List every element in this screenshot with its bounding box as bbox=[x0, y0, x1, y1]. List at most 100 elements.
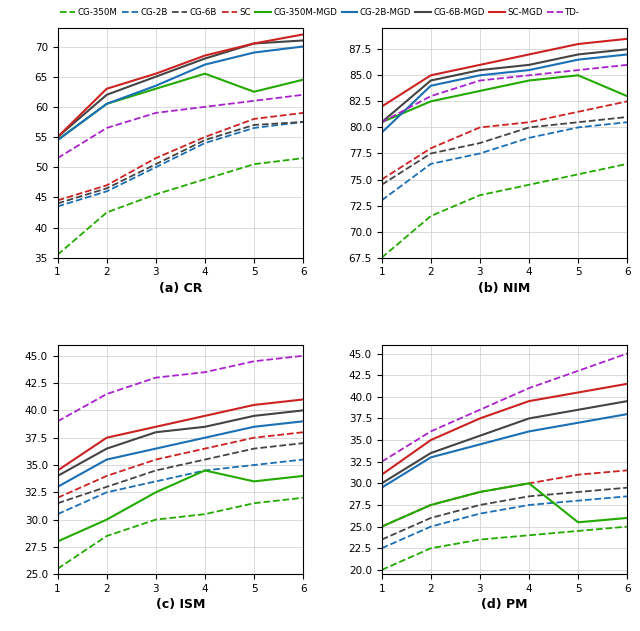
CG-2B-MGD bbox=[201, 61, 209, 68]
SC bbox=[476, 124, 484, 131]
CG-2B bbox=[525, 501, 533, 509]
CG-350M bbox=[525, 531, 533, 539]
SC-MGD bbox=[250, 40, 258, 47]
CG-350M-MGD bbox=[476, 488, 484, 496]
SC bbox=[250, 434, 258, 442]
SC bbox=[201, 445, 209, 452]
CG-2B-MGD bbox=[300, 43, 307, 50]
CG-350M bbox=[300, 155, 307, 162]
CG-2B bbox=[54, 203, 61, 210]
CG-2B bbox=[300, 456, 307, 463]
SC-MGD bbox=[378, 103, 385, 110]
TD- bbox=[623, 61, 631, 69]
CG-350M-MGD bbox=[201, 467, 209, 475]
SC-MGD bbox=[427, 71, 435, 79]
SC bbox=[574, 471, 582, 478]
CG-350M-MGD bbox=[525, 480, 533, 487]
TD- bbox=[300, 91, 307, 98]
Line: CG-2B-MGD: CG-2B-MGD bbox=[58, 422, 303, 487]
CG-6B-MGD bbox=[152, 428, 159, 436]
CG-2B-MGD bbox=[250, 423, 258, 430]
SC-MGD bbox=[300, 396, 307, 403]
TD- bbox=[378, 458, 385, 466]
CG-6B-MGD bbox=[201, 55, 209, 62]
CG-350M bbox=[623, 160, 631, 168]
CG-350M-MGD bbox=[103, 100, 111, 108]
SC bbox=[250, 115, 258, 122]
SC bbox=[152, 456, 159, 463]
CG-350M-MGD bbox=[152, 85, 159, 93]
SC-MGD bbox=[378, 471, 385, 478]
Line: CG-2B-MGD: CG-2B-MGD bbox=[58, 47, 303, 140]
SC-MGD bbox=[574, 389, 582, 396]
X-axis label: (b) NIM: (b) NIM bbox=[478, 281, 531, 295]
CG-350M bbox=[201, 175, 209, 183]
CG-6B-MGD bbox=[300, 37, 307, 44]
CG-6B-MGD bbox=[54, 472, 61, 480]
Line: SC: SC bbox=[381, 470, 627, 527]
Line: CG-6B-MGD: CG-6B-MGD bbox=[58, 40, 303, 137]
CG-2B bbox=[525, 134, 533, 141]
TD- bbox=[152, 374, 159, 381]
CG-6B bbox=[300, 118, 307, 126]
SC bbox=[300, 109, 307, 117]
CG-6B-MGD bbox=[54, 133, 61, 141]
SC bbox=[525, 480, 533, 487]
TD- bbox=[250, 97, 258, 105]
CG-2B-MGD bbox=[201, 434, 209, 442]
Line: CG-350M-MGD: CG-350M-MGD bbox=[58, 471, 303, 541]
TD- bbox=[201, 369, 209, 376]
SC-MGD bbox=[623, 380, 631, 387]
SC bbox=[427, 144, 435, 152]
Line: CG-6B: CG-6B bbox=[58, 122, 303, 203]
CG-350M bbox=[574, 527, 582, 534]
CG-6B-MGD bbox=[427, 449, 435, 457]
Line: CG-350M: CG-350M bbox=[381, 164, 627, 257]
CG-2B-MGD bbox=[427, 454, 435, 461]
CG-6B bbox=[525, 124, 533, 131]
SC bbox=[623, 98, 631, 105]
SC-MGD bbox=[476, 415, 484, 422]
SC-MGD bbox=[574, 40, 582, 48]
TD- bbox=[54, 418, 61, 425]
Line: CG-6B: CG-6B bbox=[381, 117, 627, 185]
Line: CG-350M: CG-350M bbox=[381, 527, 627, 570]
Legend: CG-350M, CG-2B, CG-6B, SC, CG-350M-MGD, CG-2B-MGD, CG-6B-MGD, SC-MGD, TD-: CG-350M, CG-2B, CG-6B, SC, CG-350M-MGD, … bbox=[56, 4, 584, 20]
CG-2B bbox=[623, 119, 631, 126]
CG-6B-MGD bbox=[250, 40, 258, 47]
CG-2B bbox=[300, 118, 307, 126]
CG-350M-MGD bbox=[152, 488, 159, 496]
CG-2B-MGD bbox=[623, 50, 631, 58]
X-axis label: (a) CR: (a) CR bbox=[159, 281, 202, 295]
CG-2B-MGD bbox=[476, 71, 484, 79]
CG-6B-MGD bbox=[476, 66, 484, 74]
Line: TD-: TD- bbox=[58, 95, 303, 158]
CG-350M bbox=[201, 510, 209, 518]
CG-350M-MGD bbox=[574, 519, 582, 526]
CG-350M bbox=[103, 532, 111, 540]
Line: SC: SC bbox=[381, 102, 627, 180]
SC-MGD bbox=[54, 133, 61, 141]
CG-6B bbox=[476, 501, 484, 509]
CG-350M bbox=[427, 212, 435, 220]
CG-2B-MGD bbox=[103, 100, 111, 108]
Line: CG-6B-MGD: CG-6B-MGD bbox=[381, 401, 627, 483]
SC bbox=[54, 494, 61, 502]
CG-350M-MGD bbox=[427, 501, 435, 509]
CG-2B bbox=[201, 467, 209, 475]
CG-350M bbox=[152, 191, 159, 198]
CG-350M-MGD bbox=[201, 70, 209, 78]
CG-6B bbox=[427, 150, 435, 157]
Line: SC-MGD: SC-MGD bbox=[58, 35, 303, 137]
CG-6B-MGD bbox=[103, 445, 111, 452]
CG-6B-MGD bbox=[201, 423, 209, 430]
SC-MGD bbox=[427, 436, 435, 444]
SC-MGD bbox=[152, 423, 159, 430]
CG-2B bbox=[427, 160, 435, 168]
TD- bbox=[427, 428, 435, 435]
SC-MGD bbox=[201, 412, 209, 420]
CG-2B bbox=[201, 139, 209, 147]
CG-350M bbox=[574, 170, 582, 178]
TD- bbox=[300, 352, 307, 360]
Line: SC: SC bbox=[58, 432, 303, 498]
